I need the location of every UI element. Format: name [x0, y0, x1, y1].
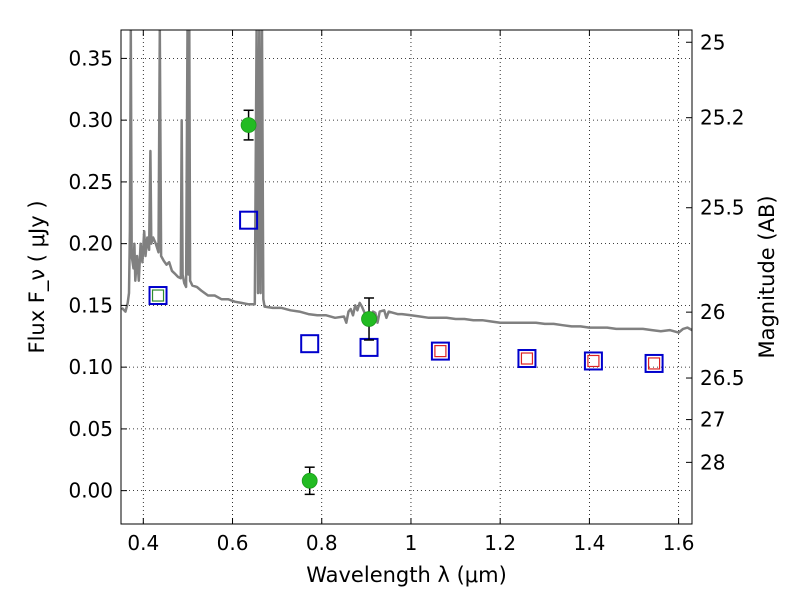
mag-tick-label: 26 [700, 300, 725, 324]
plot-frame [120, 29, 693, 525]
x-tick-label: 0.8 [306, 531, 338, 555]
y-tick-label: 0.30 [68, 108, 113, 132]
photometry-square [517, 349, 537, 369]
y-tick-label: 0.15 [68, 293, 113, 317]
mag-tick-label: 27 [700, 408, 725, 432]
photometry-square [434, 345, 447, 358]
x-tick-label: 0.6 [217, 531, 249, 555]
photometry-square [520, 352, 534, 365]
x-axis-label: Wavelength λ (μm) [306, 563, 507, 587]
x-tick-label: 1.4 [573, 531, 605, 555]
grid [121, 30, 692, 524]
x-tick-label: 1.6 [663, 531, 695, 555]
photometry-square [151, 289, 165, 302]
photometry-square [359, 337, 379, 357]
y-tick-label: 0.00 [68, 479, 113, 503]
x-tick-label: 1 [405, 531, 418, 555]
photometry-square [239, 210, 259, 230]
y-axis-label: Flux F_ν ( μJy ) [25, 200, 50, 353]
spectrum-line [121, 30, 692, 334]
mag-tick-label: 26.5 [700, 366, 745, 390]
data-point [301, 472, 318, 489]
mag-tick-label: 25.5 [700, 196, 745, 220]
mag-tick-label: 28 [700, 450, 725, 474]
axis-ticks: 0.4 0.6 0.8 1 1.2 1.4 1.6 0.00 0.05 0.10 0.15 0.20 0… [68, 30, 745, 555]
photometry-square [587, 354, 600, 368]
y-axis-right-label: Magnitude (AB) [755, 195, 779, 358]
x-tick-label: 0.4 [127, 531, 159, 555]
y-tick-label: 0.10 [68, 355, 113, 379]
data-point [240, 117, 257, 133]
data-point [361, 311, 377, 327]
photometry-square [300, 334, 320, 354]
mag-tick-label: 25 [700, 30, 725, 54]
photometry-square [647, 357, 661, 370]
plot-area [121, 30, 692, 496]
y-tick-label: 0.25 [68, 170, 113, 194]
x-tick-label: 1.2 [484, 531, 516, 555]
y-tick-label: 0.05 [68, 417, 113, 441]
y-tick-label: 0.35 [68, 46, 113, 70]
mag-tick-label: 25.2 [700, 106, 745, 130]
photometry-square [583, 351, 603, 371]
photometry-square [148, 286, 168, 306]
photometry-square [430, 341, 450, 361]
y-tick-label: 0.20 [68, 232, 113, 256]
photometry-square [644, 353, 664, 373]
